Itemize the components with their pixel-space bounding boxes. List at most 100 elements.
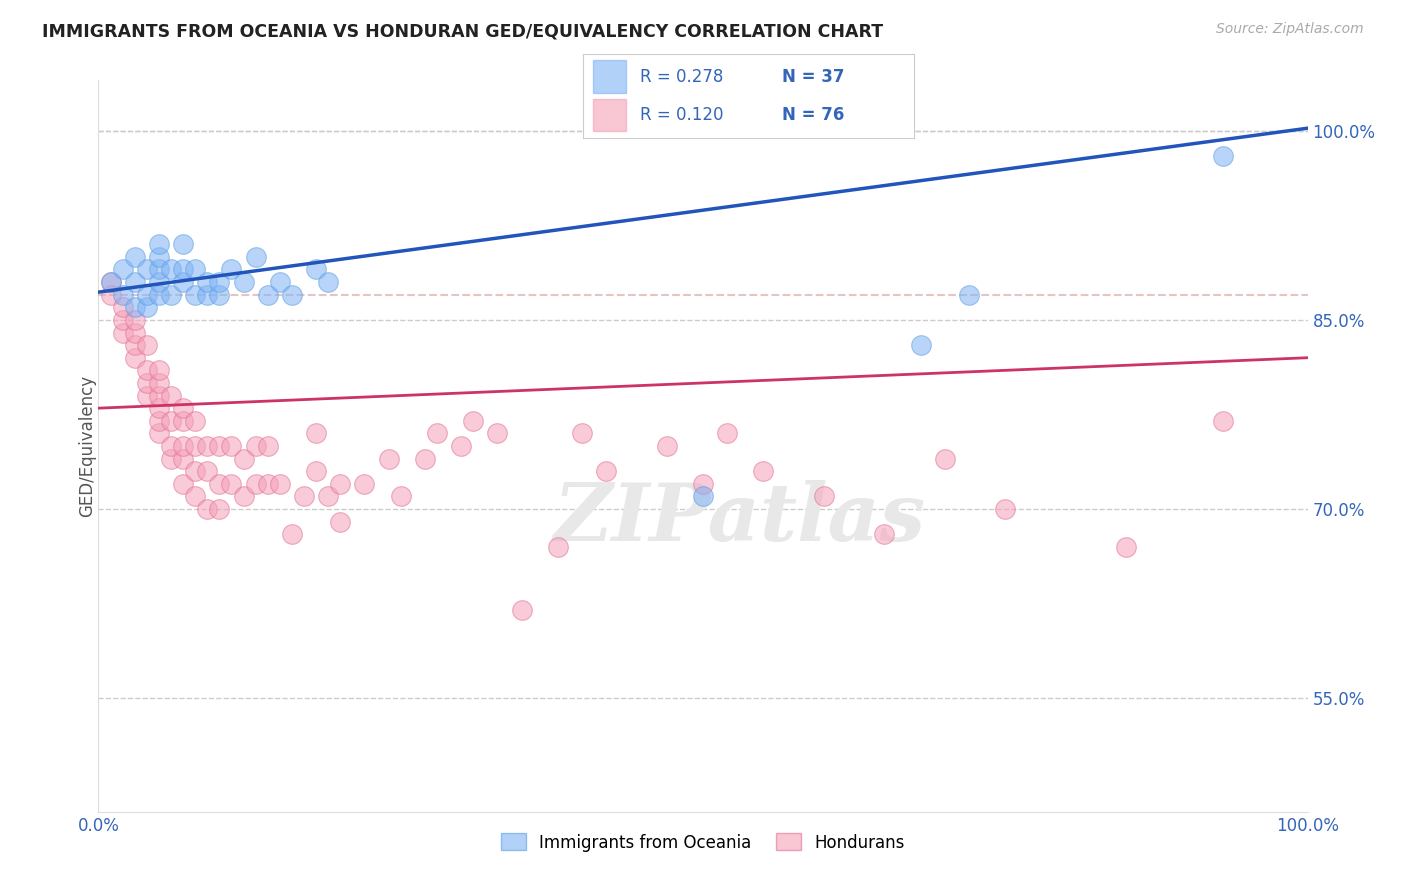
Point bbox=[160, 439, 183, 453]
Point bbox=[172, 476, 194, 491]
Text: N = 37: N = 37 bbox=[782, 69, 844, 87]
Point bbox=[124, 351, 146, 365]
Point bbox=[269, 275, 291, 289]
Point bbox=[595, 464, 617, 478]
Point bbox=[160, 451, 183, 466]
Point bbox=[124, 250, 146, 264]
Point bbox=[135, 388, 157, 402]
Point bbox=[692, 476, 714, 491]
Point bbox=[135, 376, 157, 390]
Point bbox=[221, 262, 243, 277]
Point bbox=[256, 287, 278, 301]
Point bbox=[135, 300, 157, 314]
Text: R = 0.120: R = 0.120 bbox=[640, 105, 723, 123]
Point bbox=[148, 426, 170, 441]
Point bbox=[148, 262, 170, 277]
Point bbox=[305, 426, 328, 441]
Point bbox=[269, 476, 291, 491]
Point bbox=[184, 490, 207, 504]
Point bbox=[184, 287, 207, 301]
Point bbox=[111, 313, 134, 327]
Point bbox=[450, 439, 472, 453]
Point bbox=[195, 502, 218, 516]
Point bbox=[256, 476, 278, 491]
Point bbox=[172, 262, 194, 277]
Point bbox=[124, 313, 146, 327]
Point bbox=[305, 464, 328, 478]
Point bbox=[148, 388, 170, 402]
Point bbox=[221, 476, 243, 491]
Text: R = 0.278: R = 0.278 bbox=[640, 69, 723, 87]
Point bbox=[208, 439, 231, 453]
Point bbox=[148, 275, 170, 289]
Point bbox=[692, 490, 714, 504]
Point bbox=[160, 414, 183, 428]
Point bbox=[353, 476, 375, 491]
Point bbox=[245, 476, 267, 491]
Point bbox=[316, 275, 339, 289]
Point bbox=[281, 287, 304, 301]
Point bbox=[135, 287, 157, 301]
Point bbox=[245, 439, 267, 453]
Point bbox=[571, 426, 593, 441]
Point bbox=[160, 388, 183, 402]
Point bbox=[329, 476, 352, 491]
Point bbox=[124, 326, 146, 340]
Point bbox=[195, 287, 218, 301]
Point bbox=[1115, 540, 1137, 554]
Point bbox=[148, 376, 170, 390]
Point bbox=[100, 275, 122, 289]
Point bbox=[111, 326, 134, 340]
Point bbox=[716, 426, 738, 441]
Bar bbox=[593, 99, 627, 131]
Point bbox=[910, 338, 932, 352]
Point bbox=[510, 603, 533, 617]
Point bbox=[256, 439, 278, 453]
Point bbox=[172, 451, 194, 466]
Point bbox=[813, 490, 835, 504]
Legend: Immigrants from Oceania, Hondurans: Immigrants from Oceania, Hondurans bbox=[494, 827, 912, 858]
Point bbox=[160, 262, 183, 277]
Point bbox=[100, 275, 122, 289]
Point bbox=[957, 287, 980, 301]
Point bbox=[111, 262, 134, 277]
Point bbox=[426, 426, 449, 441]
Point bbox=[124, 275, 146, 289]
Point bbox=[208, 502, 231, 516]
Point bbox=[221, 439, 243, 453]
Point bbox=[232, 490, 254, 504]
Point bbox=[184, 262, 207, 277]
Point bbox=[377, 451, 399, 466]
Point bbox=[100, 287, 122, 301]
Point bbox=[994, 502, 1017, 516]
Point bbox=[172, 401, 194, 416]
Point bbox=[195, 439, 218, 453]
Point bbox=[124, 338, 146, 352]
Point bbox=[195, 275, 218, 289]
Point bbox=[329, 515, 352, 529]
Point bbox=[135, 262, 157, 277]
Point bbox=[305, 262, 328, 277]
Point bbox=[124, 300, 146, 314]
Point bbox=[160, 287, 183, 301]
Point bbox=[752, 464, 775, 478]
Point bbox=[148, 287, 170, 301]
Point bbox=[292, 490, 315, 504]
Point bbox=[873, 527, 896, 541]
Y-axis label: GED/Equivalency: GED/Equivalency bbox=[79, 375, 96, 517]
Point bbox=[172, 275, 194, 289]
Point bbox=[135, 363, 157, 377]
Point bbox=[245, 250, 267, 264]
Point bbox=[463, 414, 485, 428]
Point bbox=[208, 287, 231, 301]
Text: ZIPatlas: ZIPatlas bbox=[553, 481, 925, 558]
Point bbox=[148, 414, 170, 428]
Text: Source: ZipAtlas.com: Source: ZipAtlas.com bbox=[1216, 22, 1364, 37]
Point bbox=[281, 527, 304, 541]
Point bbox=[111, 287, 134, 301]
Point bbox=[413, 451, 436, 466]
Point bbox=[208, 476, 231, 491]
Point bbox=[655, 439, 678, 453]
Point bbox=[316, 490, 339, 504]
Point bbox=[184, 464, 207, 478]
